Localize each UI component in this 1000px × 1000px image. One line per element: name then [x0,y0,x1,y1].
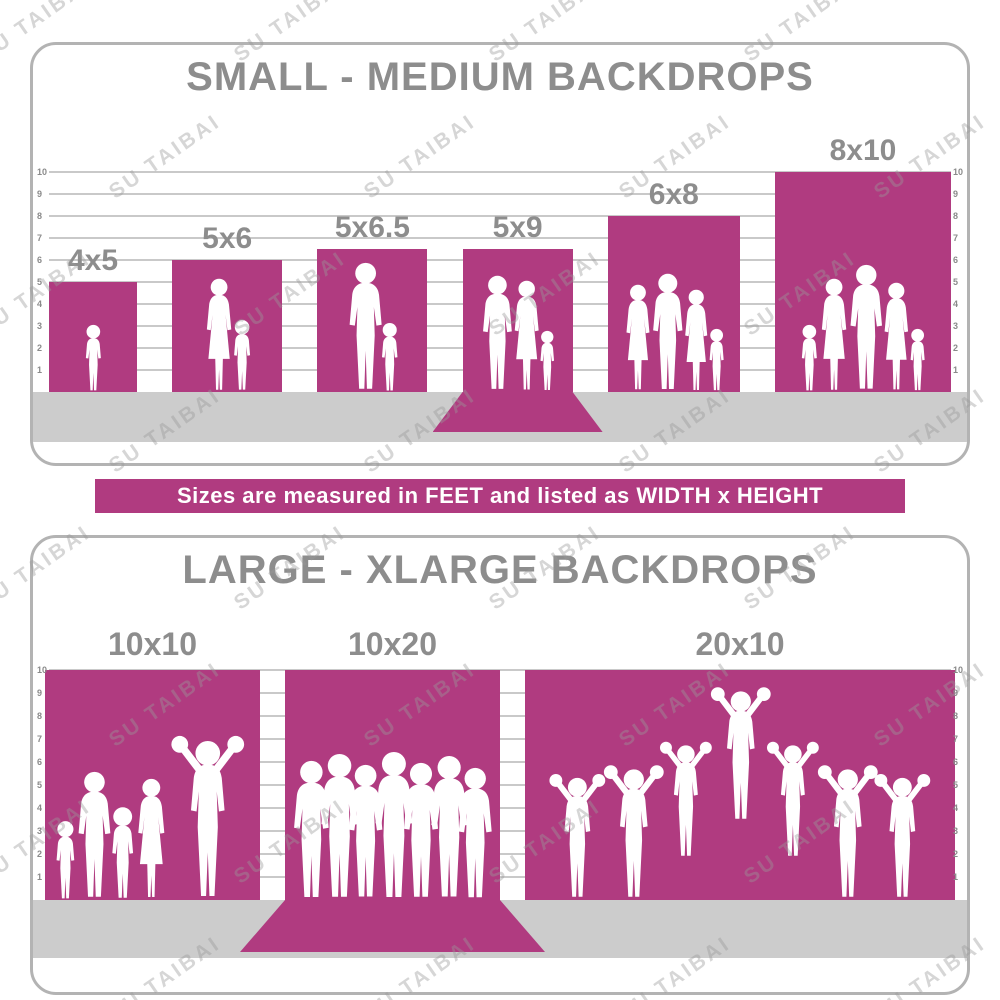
child-silhouette-icon [706,328,727,392]
ruler-tick-label-left: 4 [37,299,43,309]
child-silhouette-icon [82,324,105,392]
ruler-line [49,853,951,855]
backdrop-size-label: 5x6.5 [334,211,410,244]
ruler-line [49,876,951,878]
ruler-line [49,237,951,239]
ruler-tick-label-right: 8 [953,211,959,221]
ruler-tick-label-right: 5 [953,277,959,287]
ruler-line [49,193,951,195]
ruler-tick-label-right: 4 [953,299,959,309]
sizes-note-banner: Sizes are measured in FEET and listed as… [95,479,905,513]
ruler-line [49,692,951,694]
ruler-tick-label-left: 8 [37,211,43,221]
backdrop-bar-6x8 [607,216,740,392]
ruler-line [49,171,951,173]
ruler-tick-label-right: 10 [953,665,964,675]
backdrop-bar-4x5 [49,282,137,392]
ruler-tick-label-left: 1 [37,872,43,882]
ruler-tick-label-left: 4 [37,803,43,813]
child-silhouette-icon [230,319,254,392]
ruler-line [49,215,951,217]
backdrop-size-label: 5x6 [202,222,253,255]
ruler-tick-label-right: 2 [953,849,959,859]
small-medium-panel: SMALL - MEDIUM BACKDROPS 1 1 2 2 3 3 4 4 5 5 6 6 7 7 8… [30,42,970,466]
ruler-tick-label-left: 6 [37,255,43,265]
ruler-line [49,738,951,740]
ruler-tick-label-right: 8 [953,711,959,721]
ruler-tick-label-left: 6 [37,757,43,767]
small-medium-panel-title: SMALL - MEDIUM BACKDROPS [186,55,814,99]
ruler-line [49,761,951,763]
ruler-tick-label-right: 4 [953,803,959,813]
backdrop-bar-20x10 [525,670,955,900]
backdrop-bar-5x9 [462,249,573,392]
ruler-tick-label-right: 1 [953,365,959,375]
ruler-tick-label-left: 9 [37,688,43,698]
ruler-tick-label-right: 2 [953,343,959,353]
ruler-tick-label-right: 10 [953,167,964,177]
backdrop-size-label: 4x5 [67,244,119,277]
child-silhouette-icon [537,330,558,392]
floor-sweep [240,900,545,952]
ruler-tick-label-left: 8 [37,711,43,721]
backdrop-size-label: 5x9 [492,211,543,244]
ruler-tick-label-right: 5 [953,780,959,790]
man-silhouette-icon [453,767,497,900]
large-xlarge-panel: LARGE - XLARGE BACKDROPS 1 1 2 2 3 3 4 4 5 5 6 6 7 7 8… [30,535,970,995]
child-silhouette-icon [907,328,928,392]
ruler-tick-label-right: 6 [953,255,959,265]
ruler-tick-label-left: 7 [37,734,43,744]
backdrop-size-label: 10x10 [108,626,197,662]
ruler-tick-label-left: 9 [37,189,43,199]
ruler-tick-label-right: 6 [953,757,959,767]
ruler-tick-label-left: 10 [37,665,48,675]
ruler-tick-label-left: 3 [37,826,43,836]
ruler-line [49,784,951,786]
ruler-line [49,807,951,809]
backdrop-size-label: 6x8 [648,178,699,211]
ruler-line [49,830,951,832]
large-xlarge-panel-title: LARGE - XLARGE BACKDROPS [182,548,818,592]
cheer-silhouette-icon [868,771,937,900]
floor-sweep [432,392,603,432]
backdrop-bar-10x10 [45,670,260,900]
ruler-tick-label-right: 7 [953,233,959,243]
ruler-tick-label-left: 5 [37,780,43,790]
ruler-tick-label-right: 9 [953,688,959,698]
backdrop-bar-10x20 [285,670,500,900]
ruler-tick-label-left: 3 [37,321,43,331]
ruler-tick-label-left: 5 [37,277,43,287]
ruler-tick-label-right: 1 [953,872,959,882]
ruler-line [49,715,951,717]
ruler-tick-label-right: 3 [953,321,959,331]
cheer-silhouette-icon [163,732,253,900]
ruler-tick-label-right: 3 [953,826,959,836]
backdrop-size-label: 8x10 [829,134,897,167]
ruler-tick-label-left: 7 [37,233,43,243]
backdrop-size-label: 10x20 [348,626,437,662]
backdrop-bar-8x10 [775,172,951,392]
ruler-tick-label-left: 2 [37,343,43,353]
backdrop-size-label: 20x10 [695,626,785,662]
ruler-tick-label-right: 9 [953,189,959,199]
child-silhouette-icon [378,322,401,392]
ruler-tick-label-left: 10 [37,167,48,177]
ruler-line [49,669,951,671]
backdrop-bar-5x6.5 [317,249,428,392]
ruler-tick-label-left: 1 [37,365,43,375]
ruler-tick-label-right: 7 [953,734,959,744]
ruler-tick-label-left: 2 [37,849,43,859]
backdrop-bar-5x6 [172,260,283,392]
